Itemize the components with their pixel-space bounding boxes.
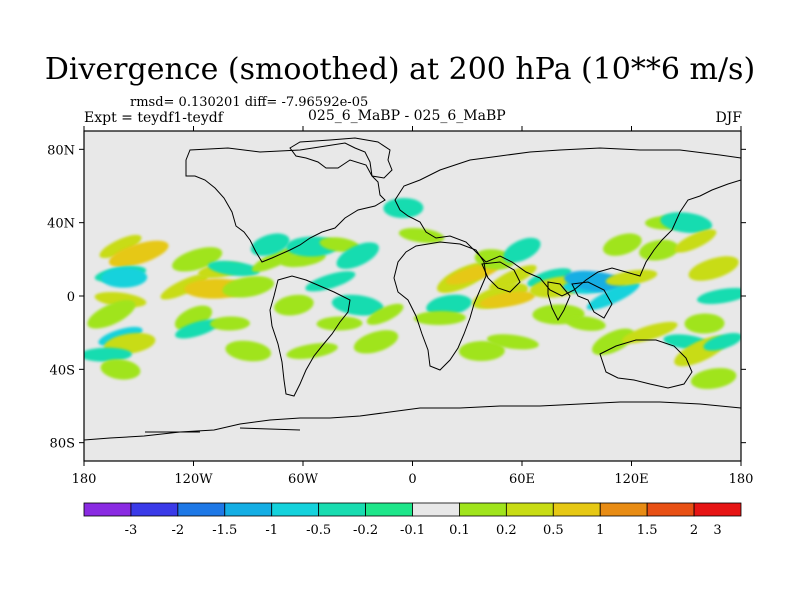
divergence-blob — [251, 246, 300, 273]
x-tick-label: 180 — [72, 472, 97, 487]
colorbar: -3 -2 -1.5 -1 -0.5 -0.2 -0.1 0.1 0.2 0.5 1 1.5 2 3 — [83, 502, 742, 538]
divergence-blob — [84, 347, 132, 362]
divergence-blob — [250, 233, 290, 256]
colorbar-label: 3 — [713, 523, 721, 538]
divergence-blob — [688, 256, 739, 281]
colorbar-label: 2 — [690, 523, 698, 538]
divergence-blob — [336, 242, 380, 269]
divergence-blob — [479, 291, 536, 308]
divergence-blob — [445, 263, 500, 285]
season-label: DJF — [715, 110, 742, 126]
y-tick-label: 80N — [47, 143, 75, 158]
divergence-blob — [87, 300, 136, 329]
case-names-label: 025_6_MaBP - 025_6_MaBP — [308, 108, 506, 124]
divergence-blob — [426, 294, 472, 316]
divergence-blob — [383, 197, 424, 219]
stats-label: rmsd= 0.130201 diff= -7.96592e-05 — [130, 95, 369, 110]
divergence-blob — [398, 228, 445, 243]
colorbar-label: -3 — [125, 523, 138, 538]
divergence-blob — [210, 316, 250, 331]
colorbar-label: -2 — [172, 523, 185, 538]
divergence-blob — [591, 328, 635, 356]
divergence-blob — [605, 269, 658, 286]
colorbar-swatch — [83, 502, 132, 517]
divergence-blob — [286, 342, 338, 360]
y-tick-label: 40S — [50, 363, 75, 378]
colorbar-label: -0.5 — [306, 523, 331, 538]
divergence-blob — [621, 321, 678, 344]
divergence-blob — [175, 319, 220, 339]
colorbar-swatch — [693, 502, 742, 517]
divergence-blob — [160, 274, 209, 300]
x-tick-label: 60E — [509, 472, 535, 487]
divergence-blob — [703, 332, 741, 351]
y-tick-label: 80S — [50, 437, 75, 452]
chart-title: Divergence (smoothed) at 200 hPa (10**6 … — [44, 52, 756, 87]
divergence-blob — [225, 340, 272, 362]
colorbar-swatch — [505, 502, 554, 517]
divergence-blob — [101, 267, 148, 288]
colorbar-label: -1.5 — [212, 523, 237, 538]
divergence-blob — [458, 340, 505, 362]
divergence-blob — [319, 237, 360, 253]
divergence-blob — [684, 313, 725, 334]
divergence-blob — [487, 334, 539, 350]
divergence-blob — [413, 310, 466, 326]
divergence-blob — [527, 268, 572, 288]
divergence-blob — [564, 270, 626, 292]
colorbar-label: 1 — [596, 523, 604, 538]
x-tick-label: 120E — [614, 472, 648, 487]
colorbar-swatch — [552, 502, 601, 517]
divergence-blob — [503, 237, 541, 263]
plot-background — [84, 131, 741, 461]
colorbar-label: 0.1 — [449, 523, 470, 538]
x-tick-label: 60W — [288, 472, 319, 487]
divergence-blob — [207, 260, 260, 277]
colorbar-swatch — [599, 502, 648, 517]
colorbar-swatch — [130, 502, 179, 517]
divergence-blob — [353, 330, 399, 354]
divergence-field — [84, 197, 741, 390]
divergence-blob — [690, 367, 737, 390]
colorbar-swatch — [365, 502, 413, 517]
divergence-blob — [108, 240, 169, 268]
divergence-blob — [697, 287, 741, 305]
colorbar-label: -0.1 — [400, 523, 425, 538]
divergence-blob — [586, 282, 640, 310]
x-tick-label: 0 — [408, 472, 416, 487]
colorbar-swatch — [318, 502, 366, 517]
colorbar-label: 0.2 — [496, 523, 517, 538]
colorbar-swatch — [459, 502, 507, 517]
experiment-label: Expt = teydf1-teydf — [84, 110, 223, 126]
colorbar-swatch — [271, 502, 320, 517]
coastline-outline — [84, 137, 741, 461]
colorbar-swatch — [646, 502, 695, 517]
y-tick-label: 40N — [47, 217, 75, 232]
colorbar-label: 1.5 — [637, 523, 658, 538]
divergence-blob — [331, 294, 384, 316]
colorbar-swatch — [224, 502, 273, 517]
divergence-blob — [100, 359, 141, 380]
divergence-blob — [674, 229, 717, 253]
divergence-blob — [639, 239, 679, 261]
divergence-blob — [99, 234, 142, 259]
x-tick-label: 120W — [174, 472, 213, 487]
divergence-blob — [222, 276, 274, 298]
divergence-blob — [603, 233, 642, 256]
divergence-blob — [274, 294, 314, 316]
colorbar-label: -0.2 — [353, 523, 378, 538]
colorbar-swatch — [177, 502, 226, 517]
colorbar-label: 0.5 — [543, 523, 564, 538]
divergence-blob — [305, 271, 356, 292]
x-tick-label: 180 — [729, 472, 754, 487]
divergence-blob — [566, 316, 606, 331]
divergence-blob — [366, 303, 404, 325]
axes: 180 120W 60W 0 60E 120E 180 80N 40N 0 40S 80S — [47, 126, 753, 487]
colorbar-swatch — [412, 502, 460, 517]
y-tick-label: 0 — [67, 290, 75, 305]
divergence-blob — [172, 247, 223, 272]
colorbar-label: -1 — [265, 523, 278, 538]
